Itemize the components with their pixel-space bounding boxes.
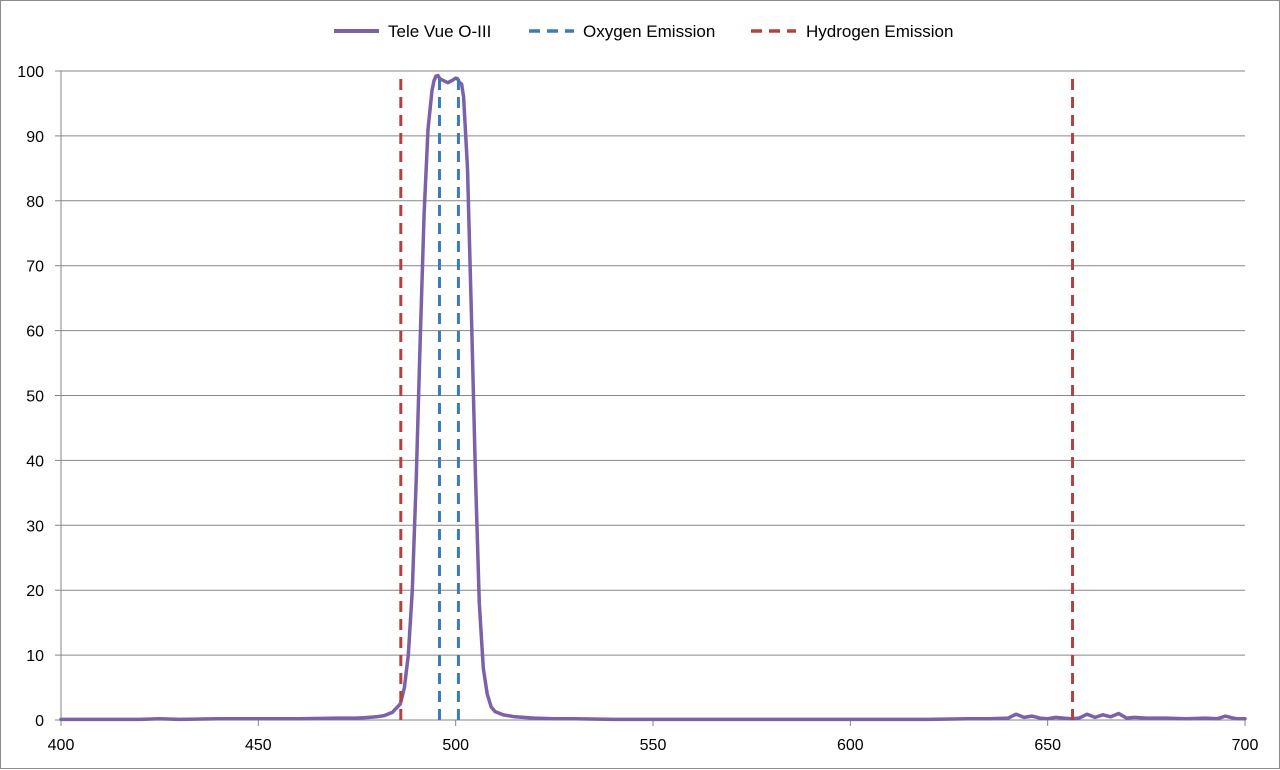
legend: Tele Vue O-III Oxygen Emission Hydrogen Em… — [334, 22, 953, 41]
series-line-0 — [59, 73, 1247, 722]
x-tick-label: 500 — [442, 737, 469, 754]
y-tick-label: 20 — [26, 583, 44, 600]
y-tick-label: 30 — [26, 518, 44, 535]
y-tick-label: 40 — [26, 453, 44, 470]
y-tick-label: 60 — [26, 324, 44, 341]
y-tick-label: 0 — [35, 713, 44, 730]
plot-series — [59, 73, 1247, 722]
gridlines — [61, 70, 1245, 656]
x-tick-label: 650 — [1034, 737, 1061, 754]
y-tick-label: 80 — [26, 194, 44, 211]
x-tick-label: 400 — [48, 737, 75, 754]
x-tick-label: 450 — [245, 737, 272, 754]
legend-label: Tele Vue O-III — [388, 22, 491, 41]
y-tick-label: 90 — [26, 129, 44, 146]
legend-label: Oxygen Emission — [583, 22, 715, 41]
y-tick-label: 100 — [17, 64, 44, 81]
y-tick-label: 50 — [26, 389, 44, 406]
axes: 0 10 20 30 40 50 60 70 80 90 100 400 450 500 550 600 650… — [17, 64, 1258, 754]
y-tick-label: 10 — [26, 648, 44, 665]
x-tick-label: 600 — [837, 737, 864, 754]
x-tick-label: 700 — [1232, 737, 1259, 754]
legend-label: Hydrogen Emission — [806, 22, 953, 41]
x-tick-label: 550 — [640, 737, 667, 754]
y-tick-label: 70 — [26, 259, 44, 276]
